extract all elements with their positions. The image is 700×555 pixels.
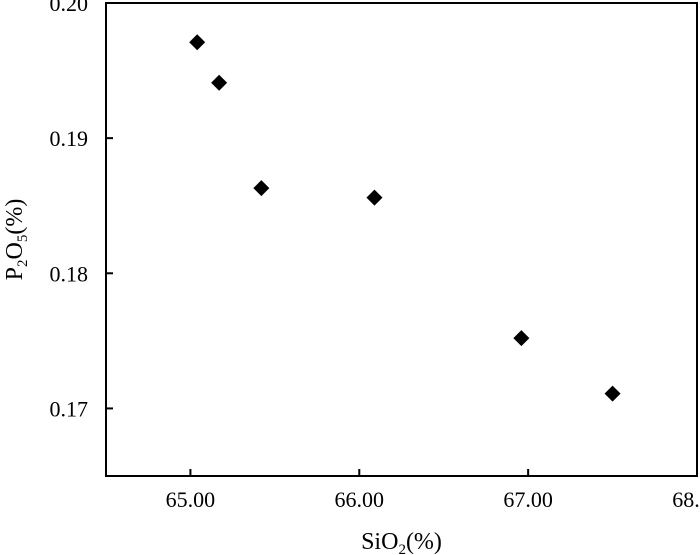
data-point-diamond — [211, 74, 228, 91]
x-tick-label: 66.00 — [335, 487, 385, 512]
y-axis: 0.17 0.18 0.19 0.20 — [50, 0, 113, 421]
plot-frame — [105, 2, 698, 477]
x-axis-title: SiO2(%) — [361, 529, 442, 555]
data-point-diamond — [366, 189, 383, 206]
x-axis: 65.00 66.00 67.00 68.00 — [166, 469, 700, 512]
data-point-diamond — [513, 330, 530, 347]
y-axis-title: P2O5(%) — [2, 199, 31, 281]
x-tick-label: 65.00 — [166, 487, 216, 512]
y-tick-label: 0.19 — [50, 126, 89, 151]
x-tick-label: 68.00 — [672, 487, 700, 512]
y-tick-label: 0.17 — [50, 396, 89, 421]
y-tick-label: 0.20 — [50, 0, 89, 16]
x-tick-label: 67.00 — [503, 487, 553, 512]
y-tick-label: 0.18 — [50, 261, 89, 286]
data-point-diamond — [253, 180, 270, 197]
data-point-diamond — [604, 385, 621, 402]
data-point-diamond — [189, 34, 206, 51]
points-layer — [189, 34, 621, 402]
